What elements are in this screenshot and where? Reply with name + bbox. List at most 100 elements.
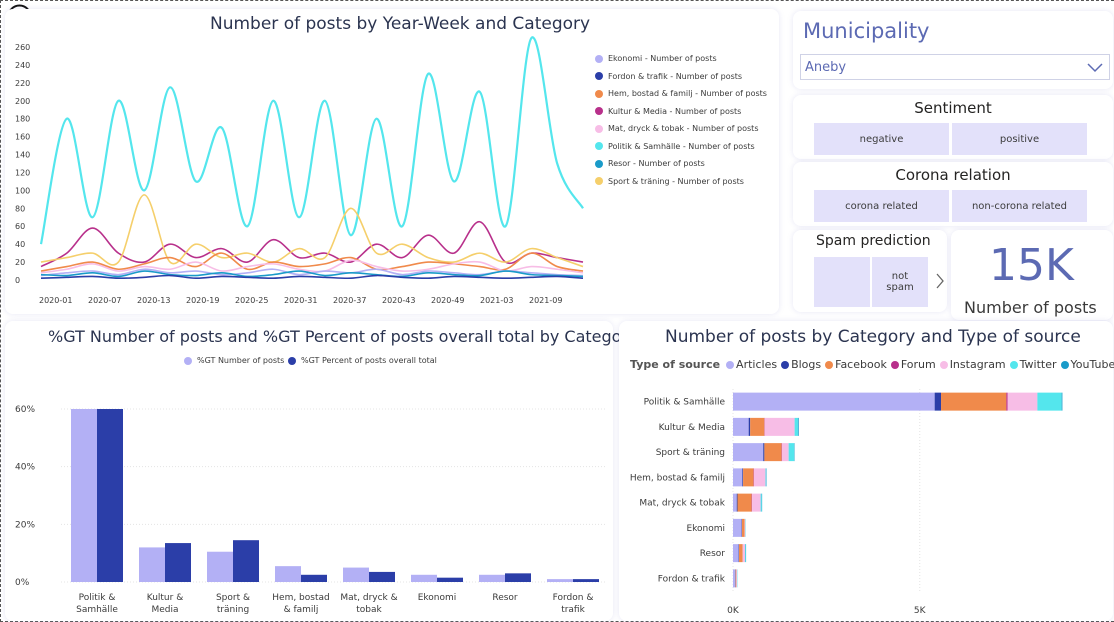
line-series-resor-number-of-posts[interactable]	[40, 270, 584, 278]
stack-segment-sport-tr-ning-articles[interactable]	[733, 443, 764, 462]
line-legend-label: Fordon & trafik - Number of posts	[608, 71, 743, 81]
stack-segment-kultur-media-articles[interactable]	[733, 417, 749, 436]
bar-mat-dryck-tobak-gt-posts[interactable]	[343, 567, 369, 582]
stack-segment-sport-tr-ning-blogs[interactable]	[763, 443, 765, 462]
stack-legend-item[interactable]: Articles	[726, 358, 777, 371]
stack-segment-fordon-trafik-instagram[interactable]	[736, 569, 738, 588]
line-legend-label: Politik & Samhälle - Number of posts	[608, 141, 755, 151]
stack-segment-mat-dryck-tobak-facebook[interactable]	[737, 493, 752, 512]
stack-segment-hem-bostad-familj-blogs[interactable]	[742, 468, 744, 487]
bar-resor-gt-posts[interactable]	[479, 574, 505, 582]
stack-segment-politik-samh-lle-articles[interactable]	[733, 392, 935, 411]
stack-segment-kultur-media-instagram[interactable]	[764, 417, 795, 436]
stack-legend-label: Twitter	[1019, 358, 1057, 371]
line-series-fordon-trafik-number-of-posts[interactable]	[40, 274, 584, 280]
line-legend-item[interactable]: Ekonomi - Number of posts	[595, 54, 717, 63]
bar-kultur-media-gt-percent[interactable]	[165, 543, 191, 582]
stack-segment-hem-bostad-familj-twitter[interactable]	[765, 468, 767, 487]
not-spam-button[interactable]: not spam	[872, 257, 928, 307]
line-series-kultur-media-number-of-posts[interactable]	[40, 220, 584, 268]
municipality-title: Municipality	[803, 19, 930, 43]
stack-legend-label: Instagram	[949, 358, 1006, 371]
bar-hem-bostad-familj-gt-posts[interactable]	[275, 566, 301, 582]
bar-ekonomi-gt-posts[interactable]	[411, 574, 437, 582]
stacked-chart-panel	[619, 321, 1113, 621]
stack-segment-kultur-media-facebook[interactable]	[750, 417, 765, 436]
stack-segment-fordon-trafik-facebook[interactable]	[735, 569, 737, 588]
bar-legend-item[interactable]: %GT Number of posts	[184, 356, 284, 365]
line-legend-label: Resor - Number of posts	[608, 159, 705, 168]
bar-resor-gt-percent[interactable]	[505, 573, 531, 582]
line-legend-item[interactable]: Mat, dryck & tobak - Number of posts	[595, 124, 758, 133]
stack-legend-item[interactable]: Facebook	[825, 358, 887, 371]
bar-sport-tr-ning-gt-posts[interactable]	[207, 551, 233, 582]
sentiment-positive-button[interactable]: positive	[952, 123, 1087, 155]
stack-segment-mat-dryck-tobak-blogs[interactable]	[736, 493, 738, 512]
stack-legend-label: Blogs	[791, 358, 822, 371]
municipality-dropdown[interactable]: Aneby	[800, 54, 1110, 80]
spam-option-button[interactable]	[814, 257, 870, 307]
line-chart: 2602402202001801601401201008060402002020…	[15, 36, 584, 305]
stack-legend-item[interactable]: Blogs	[781, 358, 821, 371]
bar-hem-bostad-familj-gt-percent[interactable]	[301, 574, 327, 582]
bar-legend-item[interactable]: %GT Percent of posts overall total	[288, 356, 437, 365]
line-y-tick: 100	[15, 186, 30, 195]
line-legend-item[interactable]: Resor - Number of posts	[595, 159, 705, 168]
stack-legend-item[interactable]: Twitter	[1009, 358, 1057, 371]
stack-segment-kultur-media-blogs[interactable]	[748, 417, 751, 436]
stack-segment-resor-twitter[interactable]	[744, 544, 746, 563]
stack-segment-mat-dryck-tobak-articles[interactable]	[733, 493, 737, 512]
line-series-mat-dryck-tobak-number-of-posts[interactable]	[40, 259, 584, 274]
stack-segment-hem-bostad-familj-instagram[interactable]	[753, 468, 766, 487]
stack-segment-ekonomi-facebook[interactable]	[741, 518, 745, 537]
bar-fordon-trafik-gt-posts[interactable]	[547, 579, 573, 582]
line-legend-item[interactable]: Hem, bostad & familj - Number of posts	[595, 89, 767, 98]
stack-segment-resor-facebook[interactable]	[738, 544, 743, 563]
stack-segment-sport-tr-ning-instagram[interactable]	[781, 443, 789, 462]
stack-segment-mat-dryck-tobak-twitter[interactable]	[760, 493, 762, 512]
line-series-sport-tr-ning-number-of-posts[interactable]	[40, 194, 584, 268]
line-x-tick: 2021-09	[529, 296, 562, 305]
stack-segment-politik-samh-lle-twitter[interactable]	[1037, 392, 1062, 411]
stack-segment-resor-articles[interactable]	[733, 544, 739, 563]
line-series-hem-bostad-familj-number-of-posts[interactable]	[40, 252, 584, 272]
bar-fordon-trafik-gt-percent[interactable]	[573, 579, 599, 582]
stack-legend-item[interactable]: Forum	[890, 358, 936, 371]
stack-legend-item[interactable]: YouTube	[1060, 358, 1114, 371]
stack-y-label: Politik & Samhälle	[644, 398, 726, 408]
stack-segment-politik-samh-lle-forum[interactable]	[1006, 392, 1008, 411]
sentiment-negative-button[interactable]: negative	[814, 123, 949, 155]
line-series-politik-samh-lle-number-of-posts[interactable]	[39, 36, 584, 245]
line-legend-item[interactable]: Sport & träning - Number of posts	[595, 177, 744, 186]
bar-sport-tr-ning-gt-percent[interactable]	[233, 540, 259, 582]
stack-segment-resor-instagram[interactable]	[742, 544, 745, 563]
bar-mat-dryck-tobak-gt-percent[interactable]	[369, 571, 395, 582]
chevron-right-icon[interactable]	[935, 273, 945, 289]
bar-politik-samh-lle-gt-percent[interactable]	[97, 409, 123, 582]
bar-ekonomi-gt-percent[interactable]	[437, 577, 463, 582]
corona-related-button[interactable]: corona related	[814, 190, 949, 222]
stack-segment-politik-samh-lle-blogs[interactable]	[934, 392, 942, 411]
stack-segment-sport-tr-ning-facebook[interactable]	[764, 443, 782, 462]
stack-segment-hem-bostad-familj-articles[interactable]	[733, 468, 743, 487]
bar-kultur-media-gt-posts[interactable]	[139, 547, 165, 582]
non-corona-related-button[interactable]: non-corona related	[952, 190, 1087, 222]
stack-y-label: Mat, dryck & tobak	[639, 499, 725, 509]
bar-politik-samh-lle-gt-posts[interactable]	[71, 409, 97, 582]
stack-segment-kultur-media-twitter[interactable]	[794, 417, 798, 436]
stack-legend-item[interactable]: Instagram	[939, 358, 1006, 371]
stack-segment-sport-tr-ning-twitter[interactable]	[788, 443, 795, 462]
stack-segment-politik-samh-lle-facebook[interactable]	[941, 392, 1007, 411]
stack-y-label: Fordon & trafik	[658, 574, 726, 584]
stack-segment-mat-dryck-tobak-instagram[interactable]	[752, 493, 761, 512]
stack-segment-ekonomi-instagram[interactable]	[744, 518, 746, 537]
stack-segment-kultur-media-youtube[interactable]	[797, 417, 799, 436]
line-legend-item[interactable]: Kultur & Media - Number of posts	[595, 107, 741, 116]
stack-segment-fordon-trafik-articles[interactable]	[733, 569, 736, 588]
stack-segment-politik-samh-lle-instagram[interactable]	[1007, 392, 1038, 411]
line-legend-item[interactable]: Politik & Samhälle - Number of posts	[595, 142, 755, 151]
stack-segment-ekonomi-articles[interactable]	[733, 518, 742, 537]
stack-segment-hem-bostad-familj-facebook[interactable]	[743, 468, 754, 487]
stack-segment-politik-samh-lle-youtube[interactable]	[1061, 392, 1063, 411]
line-legend-item[interactable]: Fordon & trafik - Number of posts	[595, 72, 742, 81]
